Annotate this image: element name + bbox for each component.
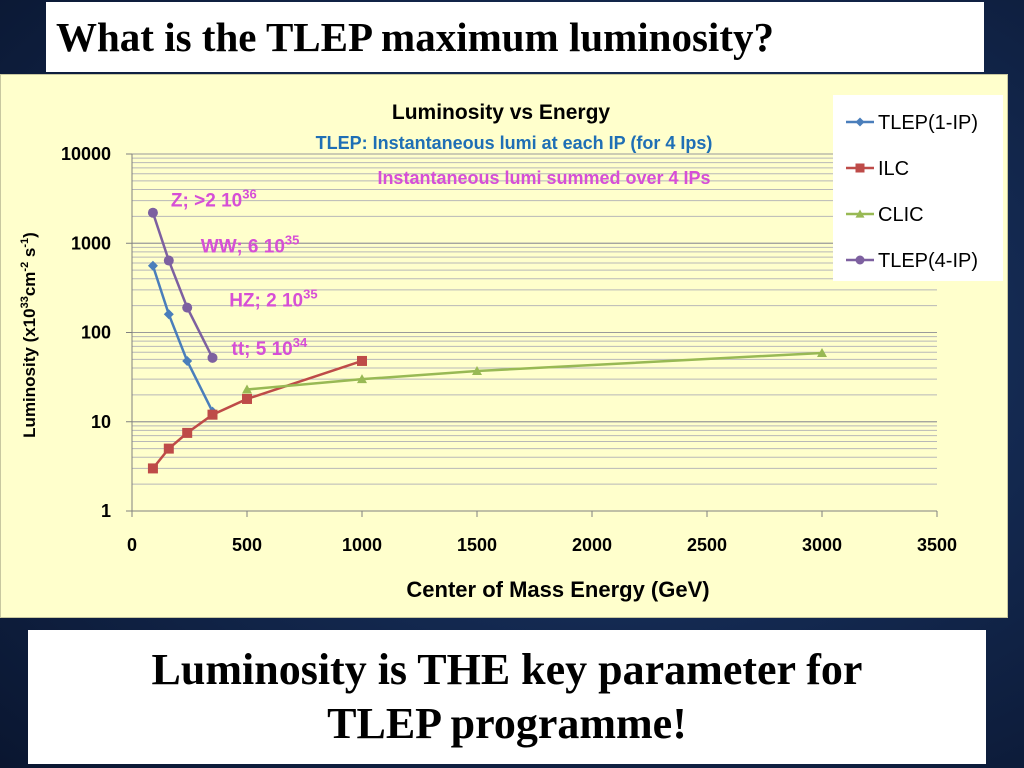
- legend-item-ilc: ILC: [846, 158, 909, 180]
- legend-label: ILC: [878, 158, 909, 180]
- chart-subtitle-1: TLEP: Instantaneous lumi at each IP (for…: [316, 133, 713, 153]
- data-point-clic: [817, 347, 827, 357]
- series-line-tlep-1-ip: [151, 265, 214, 413]
- data-point-ilc: [163, 443, 174, 454]
- data-point-tlep-4-ip: [147, 207, 158, 218]
- data-point-ilc: [182, 427, 193, 438]
- legend-item-tlep-1-ip: TLEP(1-IP): [846, 112, 978, 134]
- x-tick-label: 2500: [687, 535, 727, 555]
- annotation-sup: 36: [242, 187, 256, 202]
- series-clic: [242, 347, 827, 394]
- legend: TLEP(1-IP) ILC CLIC TLEP(4-IP): [833, 95, 1003, 281]
- annotation-text: tt; 5 10: [232, 339, 293, 360]
- x-tick-label: 500: [232, 535, 262, 555]
- series-line-clic: [246, 351, 823, 391]
- annotation-text: WW; 6 10: [201, 237, 285, 258]
- x-tick-label: 1500: [457, 535, 497, 555]
- annotation-text: Z; >2 10: [171, 191, 242, 212]
- series-line-ilc: [151, 359, 363, 470]
- series-ilc: [147, 355, 367, 474]
- conclusion-box: Luminosity is THE key parameter for TLEP…: [28, 630, 986, 764]
- legend-item-tlep-4-ip: TLEP(4-IP): [846, 250, 978, 272]
- data-point-tlep-1-ip: [147, 260, 158, 271]
- legend-label: TLEP(4-IP): [878, 250, 978, 272]
- y-tick-labels: 1 10 100 1000 10000: [61, 144, 111, 521]
- data-point-tlep-4-ip: [207, 352, 218, 363]
- y-tick-label: 100: [81, 323, 111, 343]
- annotation-label: WW; 6 1035: [201, 233, 300, 258]
- data-point-clic: [472, 366, 482, 376]
- x-tick-label: 1000: [342, 535, 382, 555]
- y-axis-label-part2: cm: [20, 272, 39, 297]
- series-tlep-1-ip: [147, 260, 218, 417]
- x-tick-labels: 0 500 1000 1500 2000 2500 3000 3500: [127, 535, 957, 555]
- conclusion-line-1: Luminosity is THE key parameter for: [151, 645, 863, 694]
- legend-box: [833, 95, 1003, 281]
- y-axis-label-sup2: -2: [19, 262, 31, 272]
- data-point-clic: [242, 384, 252, 394]
- series-group: [147, 207, 827, 474]
- title-box: What is the TLEP maximum luminosity?: [46, 2, 984, 72]
- annotation-text: HZ; 2 10: [229, 291, 303, 312]
- x-axis-label: Center of Mass Energy (GeV): [406, 577, 709, 602]
- data-point-tlep-1-ip: [163, 309, 174, 320]
- x-tick-label: 3000: [802, 535, 842, 555]
- y-axis-label-part3: s: [20, 248, 39, 262]
- conclusion-line-2: TLEP programme!: [327, 699, 687, 748]
- legend-marker: [855, 209, 865, 218]
- y-tick-label: 1000: [71, 233, 111, 253]
- y-axis-label-sup3: -1: [19, 238, 31, 248]
- legend-label: TLEP(1-IP): [878, 112, 978, 134]
- legend-marker: [855, 163, 865, 173]
- x-tick-label: 3500: [917, 535, 957, 555]
- legend-item-clic: CLIC: [846, 204, 924, 226]
- luminosity-chart: 0 500 1000 1500 2000 2500 3000 3500 11010010001…: [19, 95, 1003, 602]
- y-axis-label: Luminosity (x1033cm-2 s-1): [19, 232, 39, 438]
- axes: [126, 153, 938, 517]
- chart-subtitle-2: Instantaneous lumi summed over 4 IPs: [377, 168, 710, 188]
- y-tick-label: 10000: [61, 144, 111, 164]
- data-point-ilc: [207, 409, 218, 420]
- grid-lines: [132, 153, 937, 512]
- series-tlep-4-ip: [147, 207, 218, 363]
- y-axis-label-sup1: 33: [19, 296, 31, 308]
- legend-marker: [855, 255, 865, 265]
- data-point-clic: [357, 374, 367, 384]
- annotation-sup: 35: [285, 233, 299, 248]
- legend-marker: [855, 117, 865, 127]
- y-tick-label: 10: [91, 412, 111, 432]
- annotation-label: HZ; 2 1035: [229, 287, 317, 312]
- series-line-tlep-4-ip: [151, 212, 214, 359]
- annotation-label: Z; >2 1036: [171, 187, 257, 212]
- data-point-tlep-1-ip: [182, 355, 193, 366]
- data-point-tlep-4-ip: [163, 255, 174, 266]
- data-point-tlep-4-ip: [182, 302, 193, 313]
- y-axis-label-part1: Luminosity (x10: [20, 308, 39, 437]
- data-point-ilc: [357, 355, 367, 366]
- chart-panel: 0 500 1000 1500 2000 2500 3000 3500 1 10 100 1000 1…: [0, 74, 1008, 618]
- x-tick-label: 0: [127, 535, 137, 555]
- data-point-ilc: [242, 393, 252, 404]
- x-tick-label: 2000: [572, 535, 612, 555]
- y-tick-label: 1: [101, 501, 111, 521]
- annotation-sup: 35: [303, 287, 317, 302]
- slide-title: What is the TLEP maximum luminosity?: [56, 14, 774, 60]
- data-point-ilc: [147, 463, 158, 474]
- chart-title: Luminosity vs Energy: [392, 101, 611, 124]
- legend-label: CLIC: [878, 204, 924, 226]
- annotation-sup: 34: [293, 335, 308, 350]
- annotation-label: tt; 5 1034: [232, 335, 308, 360]
- y-axis-label-part4: ): [20, 232, 39, 238]
